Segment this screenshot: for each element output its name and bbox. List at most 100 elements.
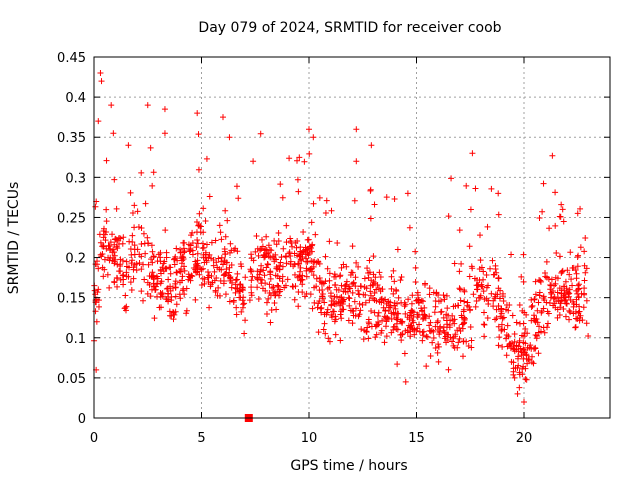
data-point	[306, 243, 313, 250]
data-point	[570, 310, 577, 317]
data-point	[544, 308, 551, 315]
data-point	[416, 321, 423, 328]
data-point	[566, 307, 573, 314]
data-point	[211, 277, 218, 284]
data-point	[390, 290, 397, 297]
data-point	[539, 208, 546, 215]
data-point	[130, 266, 137, 273]
data-point	[326, 238, 333, 245]
data-point	[253, 233, 260, 240]
data-point	[290, 283, 297, 290]
data-point	[127, 189, 134, 196]
data-point	[537, 278, 544, 285]
data-point	[419, 315, 426, 322]
data-point	[464, 299, 471, 306]
data-point	[110, 130, 117, 137]
data-point	[583, 320, 590, 327]
data-point	[158, 278, 165, 285]
data-point	[432, 303, 439, 310]
data-point	[332, 313, 339, 320]
data-point	[456, 335, 463, 342]
data-point	[326, 338, 333, 345]
data-point	[530, 360, 537, 367]
data-point	[272, 292, 279, 299]
data-point	[575, 293, 582, 300]
data-point	[255, 295, 262, 302]
data-point	[267, 319, 274, 326]
y-tick-label: 0.25	[57, 211, 86, 226]
data-point	[262, 280, 269, 287]
data-point	[177, 249, 184, 256]
data-point	[196, 271, 203, 278]
data-point	[274, 288, 281, 295]
data-point	[356, 311, 363, 318]
data-point	[552, 189, 559, 196]
data-point	[322, 330, 329, 337]
data-point	[358, 283, 365, 290]
data-point	[160, 260, 167, 267]
data-point	[468, 337, 475, 344]
data-point	[254, 284, 261, 291]
data-point	[488, 185, 495, 192]
data-point	[198, 266, 205, 273]
data-point	[286, 250, 293, 257]
data-point	[551, 282, 558, 289]
data-point	[491, 271, 498, 278]
data-point	[129, 239, 136, 246]
data-point	[305, 236, 312, 243]
data-point	[335, 286, 342, 293]
data-point	[575, 282, 582, 289]
data-point	[310, 263, 317, 270]
data-point	[560, 283, 567, 290]
data-point	[180, 285, 187, 292]
data-point	[412, 264, 419, 271]
data-point	[328, 302, 335, 309]
data-point	[581, 248, 588, 255]
data-point	[581, 285, 588, 292]
data-point	[279, 278, 286, 285]
data-point	[283, 239, 290, 246]
data-point	[496, 295, 503, 302]
data-point	[134, 246, 141, 253]
data-point	[455, 339, 462, 346]
data-point	[405, 296, 412, 303]
data-point	[109, 249, 116, 256]
data-point	[138, 253, 145, 260]
data-point	[444, 321, 451, 328]
data-point	[333, 293, 340, 300]
data-point	[304, 250, 311, 257]
data-point	[105, 254, 112, 261]
data-point	[241, 300, 248, 307]
data-point	[171, 255, 178, 262]
data-point	[198, 281, 205, 288]
data-point	[383, 300, 390, 307]
data-point	[349, 307, 356, 314]
data-point	[529, 302, 536, 309]
data-point	[193, 219, 200, 226]
data-point	[373, 286, 380, 293]
data-point	[242, 317, 249, 324]
data-point	[238, 308, 245, 315]
data-point	[271, 300, 278, 307]
data-point	[355, 263, 362, 270]
data-point	[211, 268, 218, 275]
data-point	[356, 291, 363, 298]
data-point	[127, 245, 134, 252]
data-point	[329, 308, 336, 315]
data-point	[434, 319, 441, 326]
data-point	[532, 331, 539, 338]
data-point	[434, 318, 441, 325]
data-point	[204, 274, 211, 281]
data-point	[169, 285, 176, 292]
data-point	[463, 182, 470, 189]
data-point	[181, 263, 188, 270]
data-point	[499, 290, 506, 297]
data-point	[496, 334, 503, 341]
data-point	[283, 222, 290, 229]
data-point	[189, 251, 196, 258]
data-point	[456, 268, 463, 275]
data-point	[563, 300, 570, 307]
data-point	[173, 301, 180, 308]
data-point	[370, 278, 377, 285]
